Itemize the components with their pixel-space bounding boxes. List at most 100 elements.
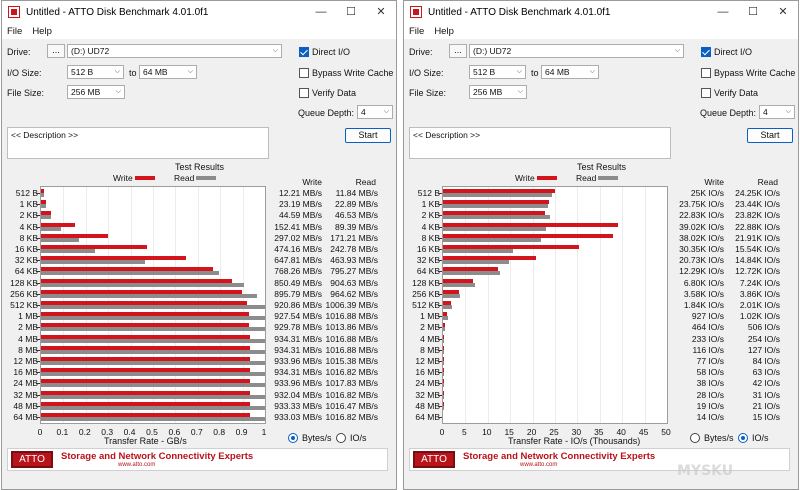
chart-gridline [510, 187, 512, 423]
write-value: 464 IO/s [691, 322, 724, 333]
y-tick-mark [438, 249, 442, 250]
y-tick-mark [36, 316, 40, 318]
read-value: 1016.82 MB/s [325, 367, 378, 378]
chart-gridline [622, 187, 624, 423]
y-tick-mark [438, 260, 442, 262]
io-size-to-select[interactable]: 64 MB ⌵ [541, 65, 599, 79]
write-bar [443, 312, 448, 317]
x-tick-label: 0.9 [235, 427, 248, 437]
write-value: 6.80K IO/s [683, 277, 724, 288]
maximize-button[interactable]: ☐ [748, 6, 758, 18]
drive-browse-button[interactable]: ... [449, 44, 467, 58]
x-tick-label: 1 [261, 427, 267, 437]
direct-io-checkbox[interactable] [299, 47, 309, 57]
y-category-label: 2 MB [420, 322, 440, 333]
read-value: 11.84 MB/s [335, 188, 378, 198]
io-per-sec-radio[interactable] [738, 433, 748, 443]
read-bar [41, 417, 265, 421]
file-size-select[interactable]: 256 MB ⌵ [67, 85, 125, 99]
y-tick-mark [438, 282, 442, 284]
queue-depth-select[interactable]: 4 ⌵ [357, 105, 393, 119]
x-tick-label: 20 [526, 427, 537, 437]
description-input[interactable]: << Description >> [409, 127, 671, 159]
bytes-per-sec-radio[interactable] [690, 433, 700, 443]
write-value: 58 IO/s [696, 367, 724, 378]
direct-io-checkbox[interactable] [701, 47, 711, 57]
io-size-from-select[interactable]: 512 B ⌵ [469, 65, 526, 79]
write-value: 20.73K IO/s [679, 255, 724, 266]
start-button[interactable]: Start [747, 128, 793, 143]
y-category-label: 512 KB [10, 300, 38, 310]
bar-chart-plot [442, 186, 668, 424]
menu-help[interactable]: Help [434, 25, 454, 37]
read-value: 46.53 MB/s [335, 210, 378, 221]
file-size-select[interactable]: 256 MB ⌵ [469, 85, 527, 99]
read-bar [443, 349, 444, 354]
write-value: 38 IO/s [696, 378, 724, 389]
io-size-from-value: 512 B [473, 67, 496, 77]
legend-write-swatch [537, 176, 557, 180]
description-input[interactable]: << Description >> [7, 127, 269, 159]
x-tick-label: 0.6 [168, 427, 181, 437]
chart-gridline [555, 187, 556, 423]
menu-file[interactable]: File [7, 25, 23, 37]
drive-select[interactable]: (D:) UD72 ⌵ [67, 44, 282, 58]
bytes-per-sec-radio[interactable] [288, 433, 298, 443]
file-size-value: 256 MB [71, 87, 101, 97]
y-category-label: 16 MB [13, 367, 38, 378]
menu-bar: File Help [2, 23, 396, 39]
atto-app-icon [410, 6, 422, 18]
write-value: 929.78 MB/s [274, 322, 322, 333]
close-button[interactable]: ✕ [376, 6, 386, 18]
atto-banner[interactable]: ATTO Storage and Network Connectivity Exp… [409, 448, 790, 471]
queue-depth-select[interactable]: 4 ⌵ [759, 105, 795, 119]
verify-data-checkbox[interactable] [701, 88, 711, 98]
write-value: 77 IO/s [696, 356, 724, 366]
y-tick-mark [438, 271, 442, 273]
io-size-label: I/O Size: [7, 68, 42, 78]
io-size-from-select[interactable]: 512 B ⌵ [67, 65, 124, 79]
drive-select[interactable]: (D:) UD72 ⌵ [469, 44, 684, 58]
read-bar [41, 282, 244, 287]
y-tick-mark [438, 226, 442, 228]
write-value: 1.84K IO/s [683, 300, 724, 310]
atto-banner[interactable]: ATTO Storage and Network Connectivity Exp… [7, 448, 388, 471]
close-button[interactable]: ✕ [778, 6, 788, 18]
write-value: 297.02 MB/s [274, 232, 322, 243]
menu-file[interactable]: File [409, 25, 425, 37]
read-value: 127 IO/s [747, 344, 780, 355]
bypass-cache-checkbox[interactable] [299, 68, 309, 78]
chevron-down-icon: ⌵ [785, 108, 791, 115]
io-per-sec-radio[interactable] [336, 433, 346, 443]
read-bar [41, 215, 52, 220]
read-bar [443, 249, 513, 253]
start-button[interactable]: Start [345, 128, 391, 143]
read-value: 1016.88 MB/s [325, 344, 378, 355]
banner-tagline: Storage and Network Connectivity Experts [61, 451, 254, 462]
y-category-label: 48 MB [415, 400, 440, 411]
read-value: 3.86K IO/s [739, 288, 780, 299]
legend-read-swatch [598, 176, 618, 180]
io-size-to-select[interactable]: 64 MB ⌵ [139, 65, 197, 79]
y-tick-mark [438, 327, 442, 329]
chart-gridline [487, 187, 489, 423]
maximize-button[interactable]: ☐ [346, 6, 356, 18]
read-value: 12.72K IO/s [735, 266, 780, 277]
write-bar [41, 379, 251, 384]
write-value: 895.79 MB/s [274, 288, 322, 299]
y-category-label: 16 KB [14, 244, 38, 254]
write-bar [41, 245, 148, 249]
read-bar [41, 405, 265, 410]
minimize-button[interactable]: — [315, 6, 327, 18]
bypass-cache-checkbox[interactable] [701, 68, 711, 78]
drive-browse-button[interactable]: ... [47, 44, 65, 58]
verify-data-checkbox[interactable] [299, 88, 309, 98]
read-bar [41, 338, 265, 343]
io-size-label: I/O Size: [409, 68, 444, 78]
write-value: 768.26 MB/s [274, 266, 322, 277]
minimize-button[interactable]: — [717, 6, 729, 18]
menu-help[interactable]: Help [32, 25, 52, 37]
y-category-label: 32 KB [416, 255, 440, 266]
read-bar [41, 372, 265, 377]
write-bar [41, 323, 250, 328]
